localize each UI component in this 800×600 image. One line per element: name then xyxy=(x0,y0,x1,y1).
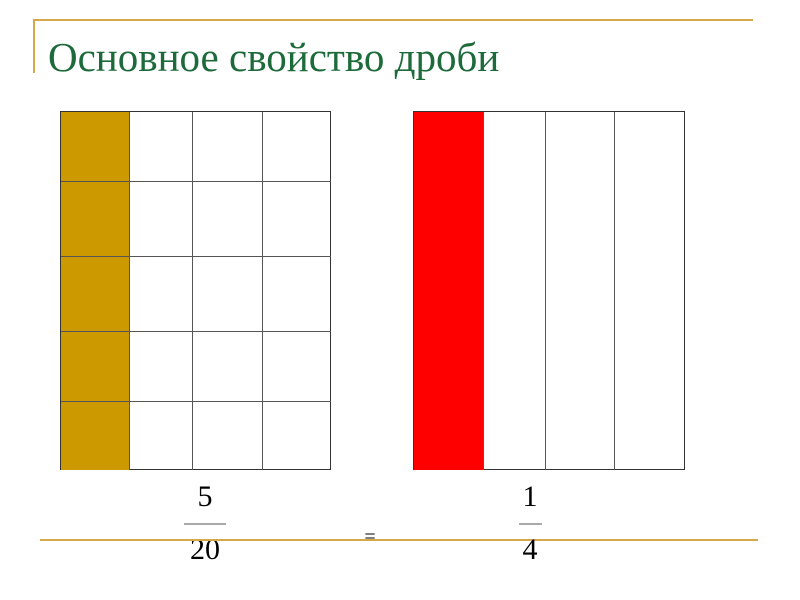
shaded-cell xyxy=(61,257,130,332)
left-fraction-bar xyxy=(184,523,226,525)
bottom-rule xyxy=(40,539,758,541)
right-denominator: 4 xyxy=(522,533,538,566)
grid-cell xyxy=(546,112,615,470)
left-numerator: 5 xyxy=(197,480,213,513)
grid-cell xyxy=(193,332,263,402)
grid-cell xyxy=(193,402,263,470)
right-fraction-grid xyxy=(413,111,685,470)
grid-cell xyxy=(130,182,193,257)
shaded-cell xyxy=(61,112,130,182)
right-numerator: 1 xyxy=(522,480,538,513)
grid-cell xyxy=(263,182,331,257)
shaded-cell xyxy=(61,332,130,402)
grid-cell xyxy=(130,332,193,402)
grid-cell xyxy=(263,402,331,470)
shaded-cell xyxy=(61,182,130,257)
grid-cell xyxy=(263,112,331,182)
grid-cell xyxy=(193,112,263,182)
grid-cell xyxy=(193,257,263,332)
left-fraction-grid xyxy=(60,111,331,470)
grid-cell xyxy=(263,257,331,332)
grid-cell xyxy=(484,112,546,470)
grid-cell xyxy=(130,257,193,332)
left-rule xyxy=(33,19,35,73)
grid-cell xyxy=(263,332,331,402)
grid-cell xyxy=(615,112,685,470)
right-fraction-bar xyxy=(519,523,542,525)
shaded-cell xyxy=(414,112,484,470)
top-rule xyxy=(33,19,753,21)
shaded-cell xyxy=(61,402,130,470)
grid-cell xyxy=(130,112,193,182)
slide-title: Основное свойство дроби xyxy=(48,34,500,80)
grid-cell xyxy=(130,402,193,470)
equals-sign: = xyxy=(364,526,376,548)
grid-cell xyxy=(193,182,263,257)
